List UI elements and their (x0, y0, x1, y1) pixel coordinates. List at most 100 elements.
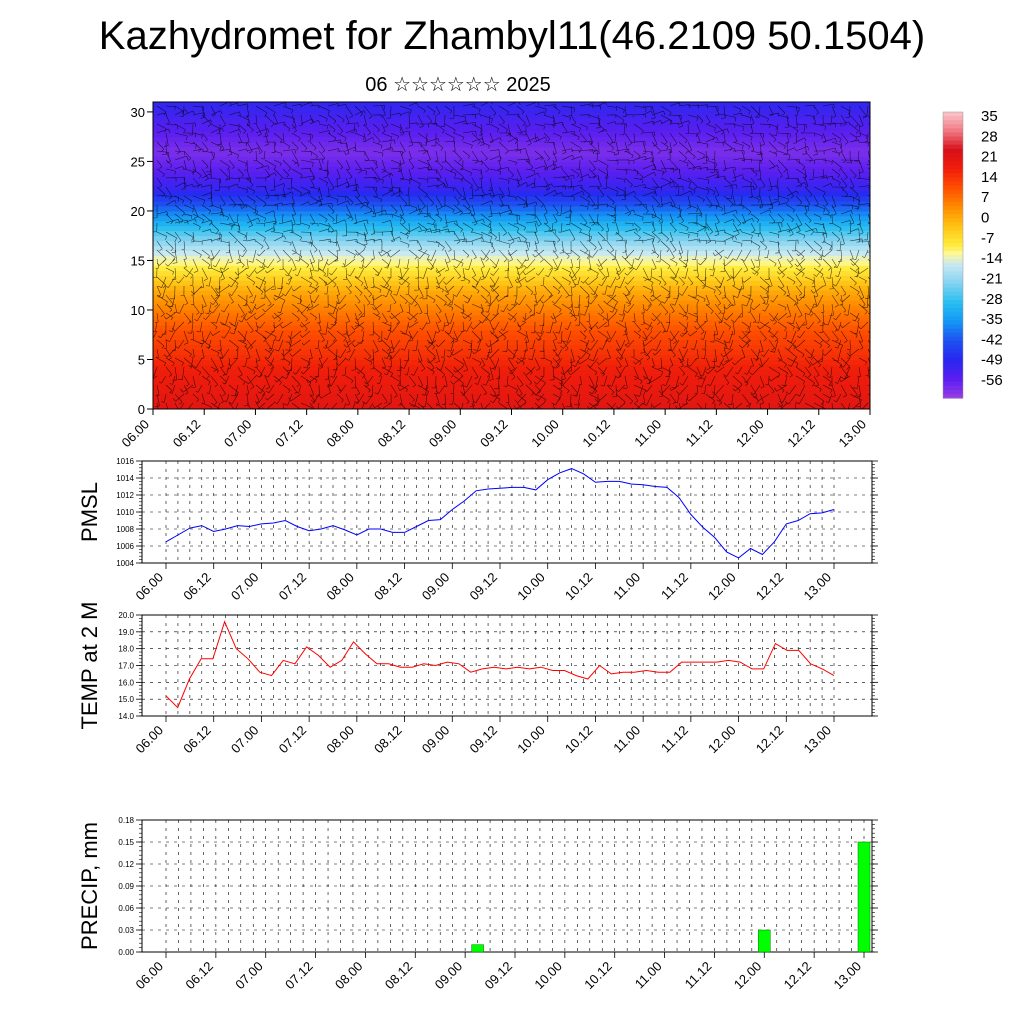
x-tick-label: 07.00 (228, 570, 262, 604)
heatmap-band (153, 195, 870, 202)
y-tick-label: 30 (131, 105, 145, 120)
colorbar-swatch (943, 128, 963, 134)
colorbar-swatch (943, 287, 963, 293)
heatmap-band (153, 393, 870, 400)
heatmap-band (153, 289, 870, 296)
heatmap-band (153, 363, 870, 370)
colorbar-swatch (943, 267, 963, 272)
heatmap-band (153, 106, 870, 113)
heatmap-band (153, 319, 870, 326)
x-tick-label: 10.00 (528, 417, 562, 451)
colorbar-label: 35 (981, 108, 998, 125)
heatmap-band (153, 165, 870, 172)
heatmap-band (153, 344, 870, 351)
colorbar-swatch (943, 369, 963, 375)
heatmap-field (153, 102, 870, 409)
chart-subtitle: 06 ☆☆☆☆☆☆ 2025 (365, 74, 551, 96)
x-tick-label: 10.12 (579, 417, 613, 451)
x-tick-label: 11.00 (631, 417, 664, 450)
colorbar-label: -49 (981, 352, 1003, 369)
heatmap-band (153, 185, 870, 192)
y-tick-label: 25 (131, 154, 145, 169)
x-tick-label: 06.12 (180, 723, 214, 757)
heatmap-band (153, 274, 870, 281)
x-tick-label: 10.00 (514, 723, 548, 757)
heatmap-band (153, 250, 870, 256)
y-tick-label: 1004 (116, 559, 134, 568)
x-tick-label: 09.00 (419, 723, 453, 757)
heatmap-band (153, 334, 870, 341)
colorbar-swatch (943, 181, 963, 187)
x-tick-label: 06.00 (133, 570, 167, 604)
heatmap-band (153, 131, 870, 138)
y-axis-label: PMSL (77, 482, 102, 542)
x-tick-label: 10.00 (514, 570, 548, 604)
colorbar-swatch (943, 152, 963, 158)
heatmap-band (153, 102, 870, 108)
pmsl-panel: 1004 1006 1008 1010 1012 1014 1016 06.00 06.12 07… (77, 457, 878, 603)
colorbar-label: 28 (981, 128, 998, 145)
x-tick-label: 08.12 (371, 570, 405, 604)
colorbar-swatch (943, 246, 963, 252)
colorbar-swatch (943, 116, 963, 121)
colorbar-swatch (943, 348, 963, 354)
colorbar-swatch (943, 136, 963, 142)
colorbar-swatch (943, 173, 963, 178)
colorbar-swatch (943, 377, 963, 383)
heatmap-band (153, 264, 870, 271)
x-tick-label: 07.00 (221, 417, 255, 451)
heatmap-band (153, 279, 870, 286)
y-tick-label: 1006 (116, 542, 134, 551)
heatmap-band (153, 190, 870, 197)
colorbar-swatch (943, 189, 963, 195)
y-tick-label: 1012 (116, 491, 134, 500)
x-tick-label: 11.12 (658, 570, 691, 603)
y-tick-label: 10 (131, 303, 145, 318)
y-tick-label: 0.15 (118, 838, 134, 847)
x-tick-label: 12.12 (781, 959, 815, 993)
x-tick-label: 09.12 (482, 959, 516, 993)
colorbar-swatch (943, 299, 963, 305)
heatmap-band (153, 210, 870, 217)
heatmap-band (153, 225, 870, 232)
heatmap-band (153, 284, 870, 291)
colorbar-swatch (943, 218, 963, 223)
precip-bar (758, 929, 771, 953)
chart-title: Kazhydromet for Zhambyl11(46.2109 50.150… (98, 14, 926, 58)
heatmap-band (153, 126, 870, 133)
colorbar-swatch (943, 316, 963, 321)
y-tick-label: 0.18 (118, 816, 134, 825)
heatmap-band (153, 354, 870, 360)
heatmap-band (153, 304, 870, 311)
heatmap-band (153, 329, 870, 336)
x-tick-label: 10.00 (531, 959, 565, 993)
x-tick-label: 12.12 (784, 417, 818, 451)
colorbar-swatch (943, 156, 963, 162)
colorbar-swatch (943, 124, 963, 129)
heatmap-band (153, 116, 870, 123)
heatmap-band (153, 220, 870, 227)
grid (142, 819, 872, 953)
y-tick-label: 1008 (116, 525, 134, 534)
colorbar-swatch (943, 381, 963, 387)
x-tick-label: 12.00 (733, 417, 767, 451)
x-tick-label: 06.00 (133, 959, 167, 993)
heatmap-band (153, 151, 870, 157)
colorbar-frame (942, 111, 964, 399)
heatmap-band (153, 205, 870, 212)
y-tick-label: 17.0 (118, 662, 134, 671)
y-tick-label: 15 (131, 253, 145, 268)
colorbar-swatch (943, 242, 963, 248)
colorbar-swatch (943, 197, 963, 203)
colorbar-swatch (943, 344, 963, 350)
temperature-heatmap: 0 5 10 15 20 25 30 06.00 06.12 07.00 07.12 08.00 08.… (119, 101, 871, 451)
x-tick-label: 10.12 (581, 959, 615, 993)
x-tick-label: 11.12 (683, 417, 716, 450)
heatmap-band (153, 146, 870, 153)
y-tick-label: 19.0 (118, 628, 134, 637)
colorbar-label: -7 (981, 230, 994, 247)
x-tick-label: 07.00 (228, 723, 262, 757)
colorbar-swatch (943, 365, 963, 370)
grid (142, 460, 872, 564)
